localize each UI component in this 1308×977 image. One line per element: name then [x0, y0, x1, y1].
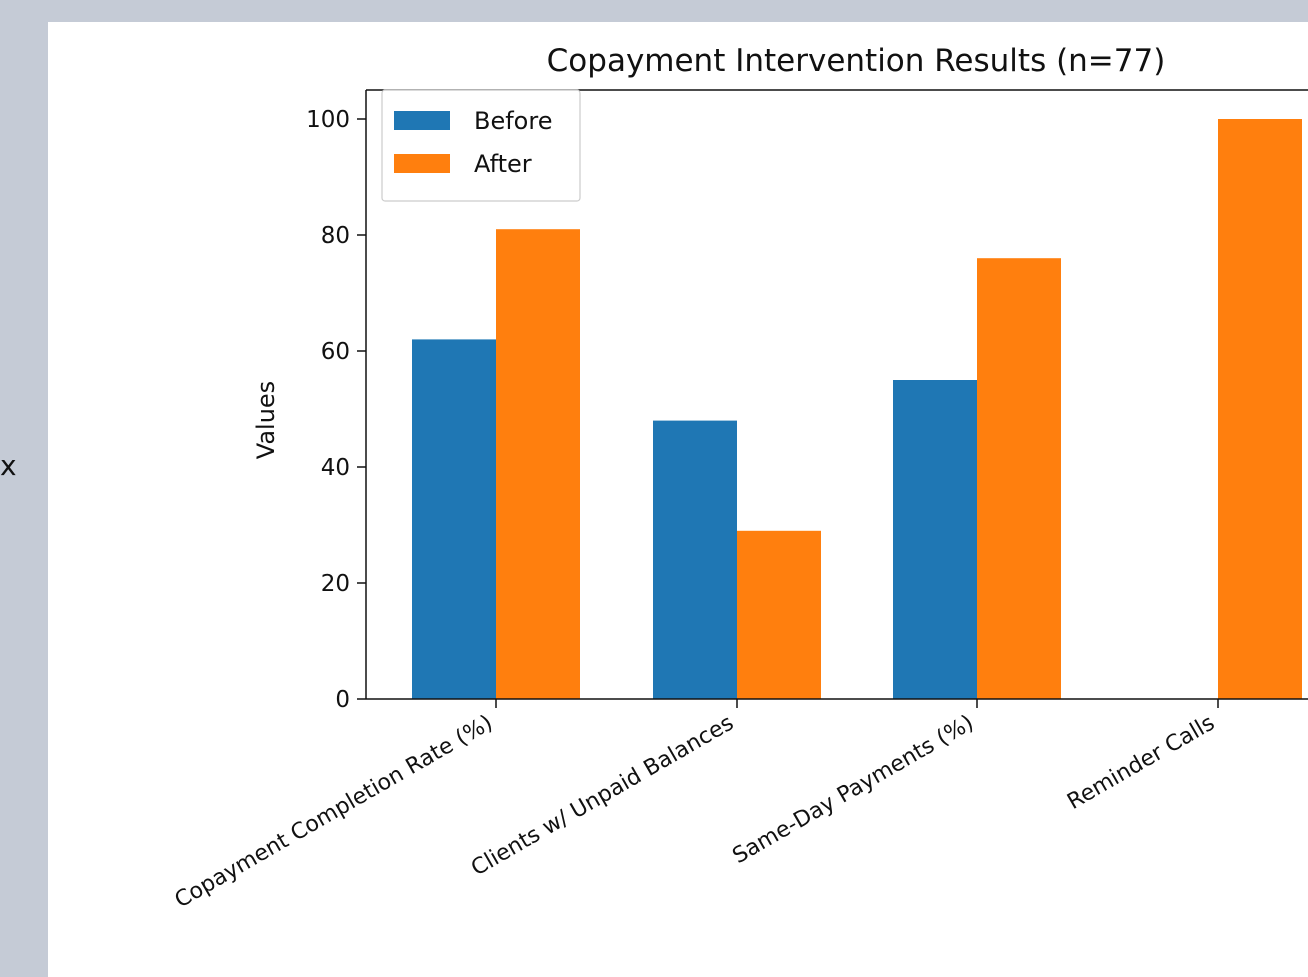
bar-after-0	[496, 229, 580, 699]
bar-after-1	[737, 530, 821, 699]
x-tick-label: Reminder Calls	[1063, 711, 1219, 815]
chart-title: Copayment Intervention Results (n=77)	[547, 43, 1166, 79]
legend-swatch-before	[394, 111, 450, 130]
legend-layer: Before After	[381, 89, 581, 202]
bar-after-2	[977, 258, 1061, 699]
legend-swatch-after	[394, 154, 450, 173]
bar-before-0	[412, 339, 496, 699]
y-tick-label: 100	[306, 107, 350, 133]
bar-after-3	[1218, 119, 1302, 699]
bars-layer	[412, 119, 1302, 699]
chart-panel: 0 20 40 60 80 100 Copayment Completion Rate (%…	[48, 22, 1308, 977]
y-tick-label: 80	[321, 223, 350, 249]
side-text-fragment: x	[0, 449, 17, 482]
y-tick-label: 0	[335, 687, 350, 713]
axes-layer: 0 20 40 60 80 100 Copayment Completion Rate (%…	[171, 89, 1308, 914]
bar-before-1	[653, 420, 737, 699]
y-axis-label: Values	[252, 381, 280, 459]
x-tick-label: Same-Day Payments (%)	[729, 711, 978, 869]
y-tick-label: 40	[321, 455, 350, 481]
legend-label-after: After	[474, 150, 532, 178]
y-tick-label: 60	[321, 339, 350, 365]
legend-label-before: Before	[474, 107, 552, 135]
bar-before-2	[893, 380, 977, 699]
x-tick-label: Clients w/ Unpaid Balances	[467, 711, 738, 882]
bar-chart: 0 20 40 60 80 100 Copayment Completion Rate (%…	[171, 43, 1308, 914]
x-tick-label: Copayment Completion Rate (%)	[171, 711, 497, 914]
y-tick-label: 20	[321, 571, 350, 597]
